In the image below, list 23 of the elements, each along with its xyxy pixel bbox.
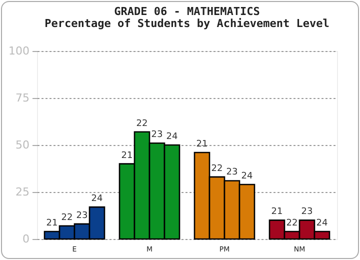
chart-title: GRADE 06 - MATHEMATICS: [114, 5, 260, 18]
text: 23: [301, 207, 313, 218]
text: 24: [316, 218, 328, 228]
text: 22: [211, 164, 223, 174]
y-tick-label: 100: [8, 44, 30, 58]
y-tick-label: 75: [16, 92, 30, 104]
text: 21: [196, 140, 208, 150]
y-tick-label: 0: [22, 232, 30, 246]
y-tick-label: 25: [16, 186, 30, 198]
text: 24: [241, 171, 253, 182]
text: 21: [121, 150, 133, 161]
text: 23: [226, 168, 238, 178]
series-label: 23: [76, 210, 88, 221]
text: 21: [271, 207, 283, 218]
text: 24: [166, 132, 178, 142]
text: 22: [286, 218, 298, 228]
series-label: 22: [61, 212, 73, 223]
text: 22: [136, 118, 148, 129]
text: 23: [151, 130, 163, 140]
chart-subtitle: Percentage of Students by Achievement Level: [44, 17, 330, 30]
y-tick-label: 50: [16, 138, 30, 152]
series-label: 21: [46, 218, 58, 228]
series-label: 24: [91, 194, 103, 204]
